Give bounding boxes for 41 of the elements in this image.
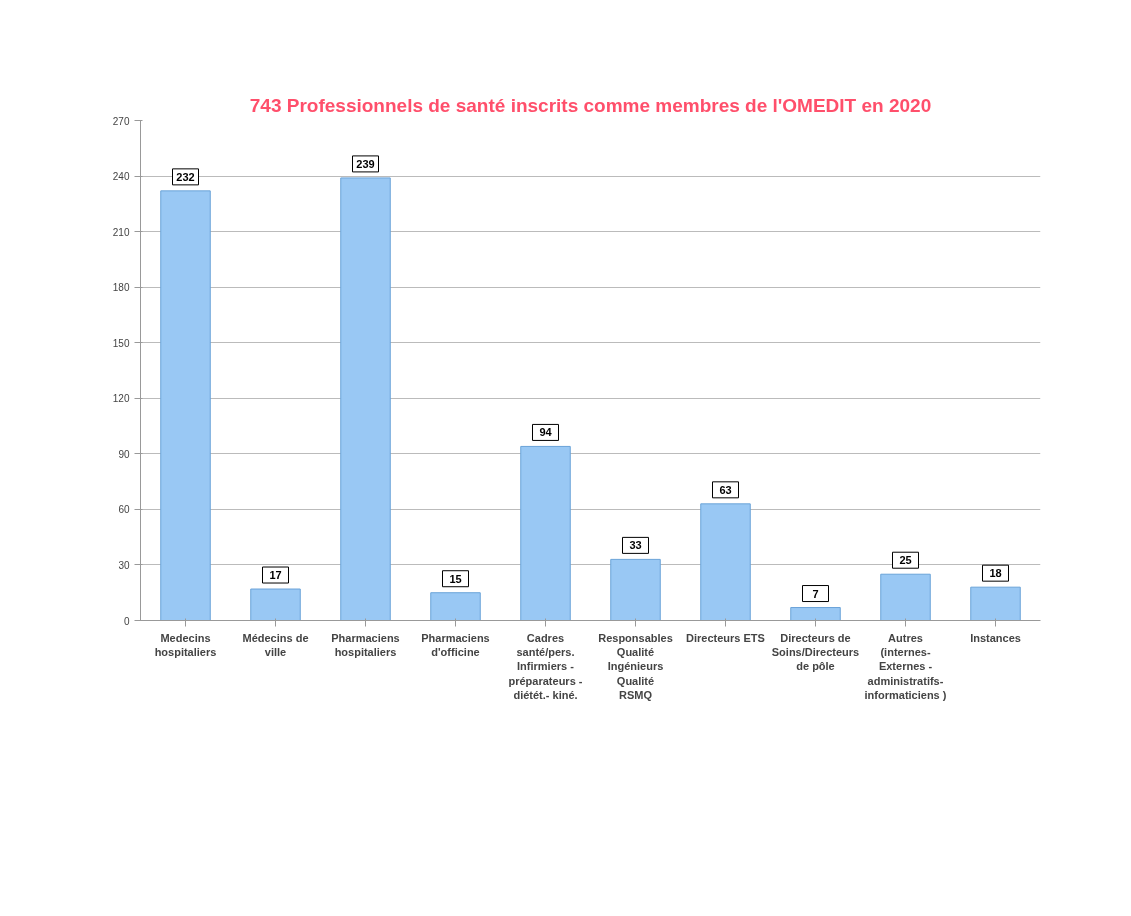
x-tick-label: Médecins de ville [242,631,309,658]
data-label: 7 [812,587,819,600]
y-tick-label: 150 [112,337,130,349]
chart-title: 743 Professionnels de santé inscrits comme membres de l'OMEDIT en 2020 [249,94,932,116]
bar [880,573,931,621]
y-tick-label: 270 [112,115,130,127]
x-tick-label: Directeurs ETS [686,631,765,644]
x-tick-label: Cadres santé/pers. Infirmiers - préparateurs - diétét.- kiné. [508,631,583,702]
x-tick-label: Autres (internes- Externes - administratifs- informaticiens ) [864,631,947,702]
bar [520,445,571,621]
bar [700,503,751,621]
bar [610,558,661,621]
y-tick-label: 240 [112,171,130,183]
x-tick-label: Directeurs de Soins/Directeurs de pôle [771,631,860,673]
y-tick-label: 120 [112,393,130,405]
data-label: 232 [176,170,195,183]
x-tick-label: Pharmaciens d'officine [421,631,490,658]
data-label: 33 [629,539,642,552]
bar [430,592,481,621]
y-tick-label: 210 [112,226,130,238]
data-label: 17 [269,569,282,582]
bar [250,588,301,621]
bar [160,190,211,621]
bar [790,607,841,621]
bar [970,586,1021,621]
y-tick-label: 0 [123,615,130,627]
data-label: 239 [356,157,375,170]
x-tick-label: Medecins hospitaliers [154,631,217,658]
x-tick-label: Pharmaciens hospitaliers [331,631,400,658]
data-label: 25 [899,554,912,567]
data-label: 15 [449,572,462,585]
data-label: 63 [719,483,732,496]
y-tick-label: 180 [112,282,130,294]
y-tick-label: 60 [118,504,130,516]
x-tick-label: Responsables Qualité Ingénieurs Qualité RSMQ [598,631,673,702]
x-tick-label: Instances [970,631,1021,644]
data-label: 18 [989,567,1002,580]
bar [340,177,391,621]
y-tick-label: 30 [118,559,130,571]
y-tick-label: 90 [118,448,130,460]
data-label: 94 [539,426,553,439]
